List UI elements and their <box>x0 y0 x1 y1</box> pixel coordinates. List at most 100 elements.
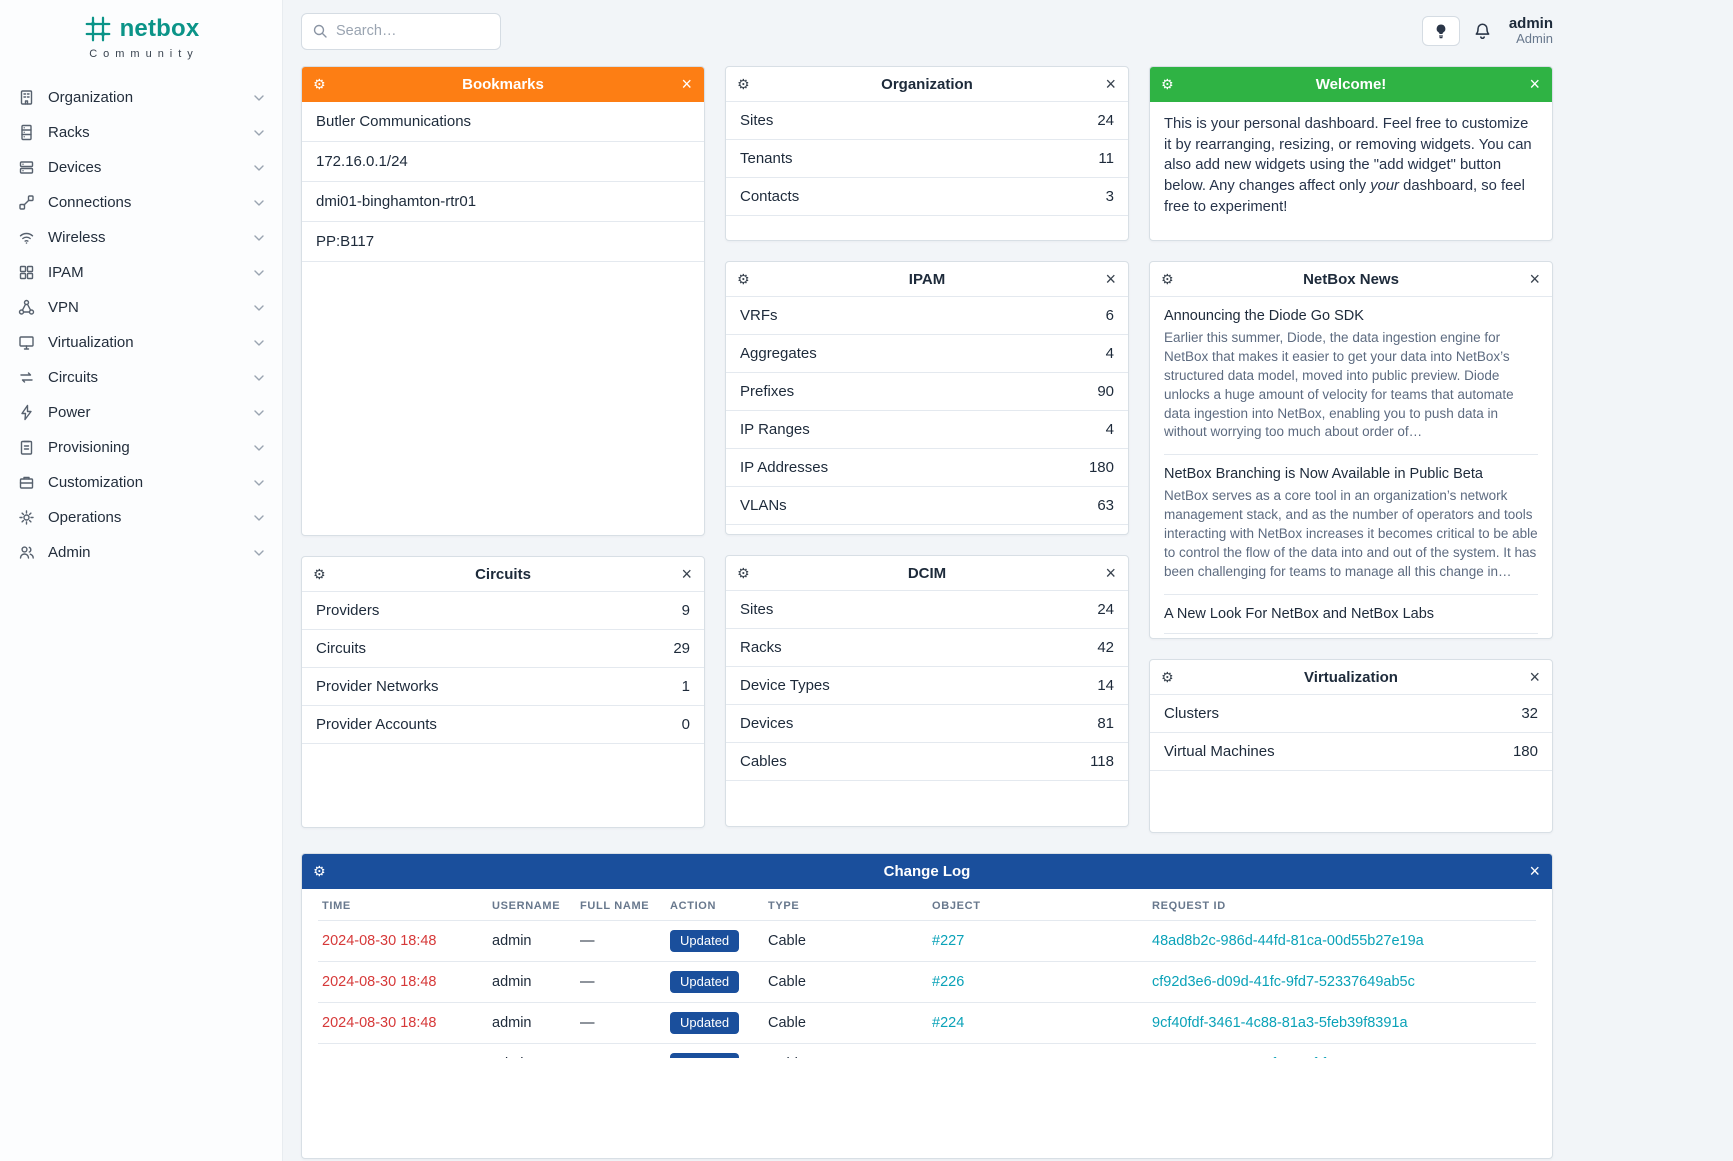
search-input[interactable] <box>336 23 490 39</box>
cell-object[interactable]: #223 <box>928 1043 1148 1058</box>
user-role: Admin <box>1516 31 1553 47</box>
bookmark-item[interactable]: PP:B117 <box>302 222 704 262</box>
sidebar-item-virtualization[interactable]: Virtualization <box>0 325 282 360</box>
widget-header: ⚙ Change Log × <box>302 854 1552 889</box>
wifi-icon <box>18 229 35 246</box>
cell-action: Updated <box>666 1043 764 1058</box>
widget-header: ⚙ Organization × <box>726 67 1128 102</box>
widget-config-icon[interactable]: ⚙ <box>313 76 326 92</box>
widget-config-icon[interactable]: ⚙ <box>1161 669 1174 685</box>
sidebar-item-label: Wireless <box>48 229 106 246</box>
theme-toggle-button[interactable] <box>1421 16 1460 46</box>
widget-organization: ⚙ Organization × Sites 24 Tenants 11 Conta… <box>725 66 1129 241</box>
news-article: NetBox Branching is Now Available in Pub… <box>1164 455 1538 595</box>
sidebar-item-ipam[interactable]: IPAM <box>0 255 282 290</box>
briefcase-icon <box>18 474 35 491</box>
bookmarks-list: Butler Communications 172.16.0.1/24 dmi0… <box>302 102 704 262</box>
widget-config-icon[interactable]: ⚙ <box>737 76 750 92</box>
widget-config-icon[interactable]: ⚙ <box>1161 271 1174 287</box>
widget-close-icon[interactable]: × <box>1529 269 1540 289</box>
widget-close-icon[interactable]: × <box>1105 269 1116 289</box>
sidebar: netbox Community Organization Racks Devi… <box>0 0 283 1161</box>
cell-action: Updated <box>666 920 764 962</box>
sidebar-item-racks[interactable]: Racks <box>0 115 282 150</box>
news-excerpt: NetBox serves as a core tool in an organ… <box>1164 488 1538 579</box>
action-badge: Updated <box>670 1053 740 1058</box>
col-header-request-id: REQUEST ID <box>1148 891 1536 921</box>
sidebar-item-admin[interactable]: Admin <box>0 535 282 570</box>
cell-object[interactable]: #226 <box>928 961 1148 1003</box>
widget-close-icon[interactable]: × <box>681 74 692 94</box>
widget-title: Virtualization <box>1304 668 1398 686</box>
sidebar-item-power[interactable]: Power <box>0 395 282 430</box>
widget-config-icon[interactable]: ⚙ <box>313 566 326 582</box>
widget-netbox-news: ⚙ NetBox News × Announcing the Diode Go … <box>1149 261 1553 639</box>
bookmark-item[interactable]: Butler Communications <box>302 102 704 142</box>
lightbulb-icon <box>1433 23 1449 39</box>
news-headline[interactable]: NetBox Branching is Now Available in Pub… <box>1164 466 1483 483</box>
chevron-down-icon <box>254 164 264 171</box>
clipboard-icon <box>18 439 35 456</box>
rack-icon <box>18 124 35 141</box>
sidebar-item-provisioning[interactable]: Provisioning <box>0 430 282 465</box>
sidebar-item-organization[interactable]: Organization <box>0 80 282 115</box>
cell-request-id[interactable]: 9cf40fdf-3461-4c88-81a3-5feb39f8391a <box>1148 1002 1536 1044</box>
main-area: admin Admin ⚙ Bookmarks × Butler Communi… <box>283 0 1733 1161</box>
sidebar-item-wireless[interactable]: Wireless <box>0 220 282 255</box>
stat-row: Providers 9 <box>302 592 704 630</box>
notifications-bell-icon[interactable] <box>1473 22 1492 41</box>
widget-close-icon[interactable]: × <box>1105 563 1116 583</box>
sidebar-item-devices[interactable]: Devices <box>0 150 282 185</box>
widget-close-icon[interactable]: × <box>681 564 692 584</box>
sidebar-item-operations[interactable]: Operations <box>0 500 282 535</box>
search-box[interactable] <box>301 12 501 50</box>
cell-time[interactable]: 2024-08-30 18:48 <box>318 920 488 962</box>
brand[interactable]: netbox Community <box>0 0 282 66</box>
chevron-down-icon <box>254 94 264 101</box>
chevron-down-icon <box>254 269 264 276</box>
sidebar-item-connections[interactable]: Connections <box>0 185 282 220</box>
cell-object[interactable]: #227 <box>928 920 1148 962</box>
bookmark-item[interactable]: dmi01-binghamton-rtr01 <box>302 182 704 222</box>
widget-config-icon[interactable]: ⚙ <box>737 271 750 287</box>
bolt-icon <box>18 404 35 421</box>
user-name: admin <box>1508 14 1553 32</box>
stat-row: IP Ranges 4 <box>726 411 1128 449</box>
sidebar-item-label: Racks <box>48 124 90 141</box>
col-header-username: USERNAME <box>488 891 576 921</box>
changelog-table: TIME USERNAME FULL NAME ACTION TYPE OBJE… <box>318 891 1536 1058</box>
col-header-action: ACTION <box>666 891 764 921</box>
sidebar-item-circuits[interactable]: Circuits <box>0 360 282 395</box>
cell-request-id[interactable]: cf92d3e6-d09d-41fc-9fd7-52337649ab5c <box>1148 961 1536 1003</box>
user-menu[interactable]: admin Admin <box>1509 15 1553 47</box>
bookmark-item[interactable]: 172.16.0.1/24 <box>302 142 704 182</box>
stat-row: Clusters 32 <box>1150 695 1552 733</box>
widget-circuits: ⚙ Circuits × Providers 9 Circuits 29 Provi… <box>301 556 705 828</box>
stat-row: IP Addresses 180 <box>726 449 1128 487</box>
cell-action: Updated <box>666 1002 764 1044</box>
widget-header: ⚙ Circuits × <box>302 557 704 592</box>
cell-request-id[interactable]: 7a3c4c3e-aac9-47f3-886f-f89301c907c3 <box>1148 1043 1536 1058</box>
sidebar-item-vpn[interactable]: VPN <box>0 290 282 325</box>
cell-time[interactable]: 2024-08-30 18:47 <box>318 1043 488 1058</box>
widget-close-icon[interactable]: × <box>1529 861 1540 881</box>
cell-request-id[interactable]: 48ad8b2c-986d-44fd-81ca-00d55b27e19a <box>1148 920 1536 962</box>
widget-config-icon[interactable]: ⚙ <box>313 863 326 879</box>
cell-username: admin <box>488 1002 576 1044</box>
cell-time[interactable]: 2024-08-30 18:48 <box>318 961 488 1003</box>
cell-object[interactable]: #224 <box>928 1002 1148 1044</box>
widget-header: ⚙ NetBox News × <box>1150 262 1552 297</box>
widget-close-icon[interactable]: × <box>1105 74 1116 94</box>
widget-close-icon[interactable]: × <box>1529 667 1540 687</box>
table-row: 2024-08-30 18:48 admin — Updated Cable #… <box>318 1002 1536 1044</box>
sidebar-item-customization[interactable]: Customization <box>0 465 282 500</box>
cell-time[interactable]: 2024-08-30 18:48 <box>318 1002 488 1044</box>
widget-close-icon[interactable]: × <box>1529 74 1540 94</box>
chevron-down-icon <box>254 479 264 486</box>
widget-config-icon[interactable]: ⚙ <box>737 565 750 581</box>
news-headline[interactable]: A New Look For NetBox and NetBox Labs <box>1164 595 1538 634</box>
widget-config-icon[interactable]: ⚙ <box>1161 76 1174 92</box>
table-row: 2024-08-30 18:48 admin — Updated Cable #… <box>318 920 1536 962</box>
news-headline[interactable]: Announcing the Diode Go SDK <box>1164 308 1364 324</box>
table-row: 2024-08-30 18:48 admin — Updated Cable #… <box>318 961 1536 1003</box>
